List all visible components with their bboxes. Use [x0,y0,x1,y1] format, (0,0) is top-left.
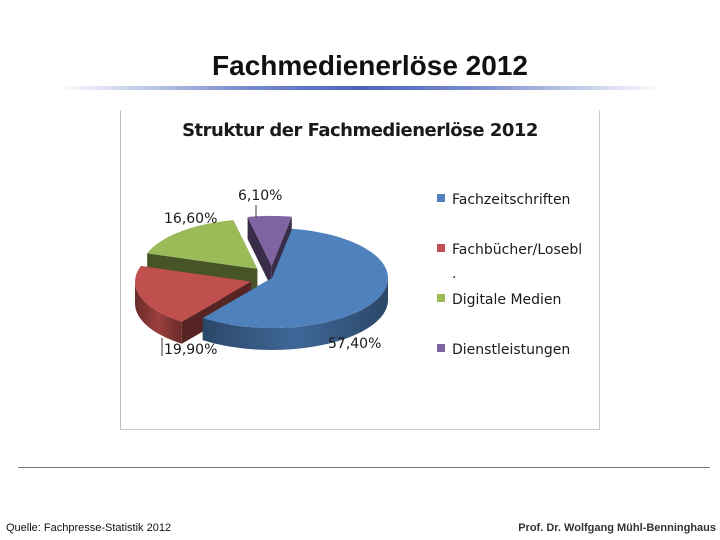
pie-slice-fachb-cher-losebl [135,265,252,322]
legend-item-dienstleistungen: Dienstleistungen [437,342,570,358]
pie-slice-wall [247,216,272,288]
footer-divider [18,467,710,468]
legend-wrap-text: . [452,266,457,282]
slide-title: Fachmedienerlöse 2012 [212,50,528,81]
data-label-digitale-medien: 16,60% [164,211,218,227]
chart-title: Struktur der Fachmedienerlöse 2012 [182,120,538,141]
legend-label: Digitale Medien [452,292,562,308]
author-credit: Prof. Dr. Wolfgang Mühl-Benninghaus [518,522,716,534]
pie-slice-digitale-medien [147,220,258,269]
source-note: Quelle: Fachpresse-Statistik 2012 [6,522,172,534]
legend-item-fachbuecher: Fachbücher/Losebl [437,242,582,258]
legend-swatch [437,194,445,202]
pie-slice-rim [135,281,182,344]
pie-slice-fachzeitschriften [202,228,388,328]
legend-swatch [437,294,445,302]
chart-frame [120,110,600,430]
legend-item-fachzeitschriften: Fachzeitschriften [437,192,570,208]
data-label-fachzeitschriften: 57,40% [328,336,382,352]
legend-item-digitale-medien: Digitale Medien [437,292,561,308]
legend-label: Fachbücher/Losebl [452,242,583,258]
title-rule [58,86,662,90]
legend-label: Fachzeitschriften [452,192,571,208]
legend-swatch [437,344,445,352]
pie-slice-rim [202,278,388,350]
pie-slice-dienstleistungen [247,215,292,266]
data-label-dienstleistungen: 6,10% [238,188,283,204]
legend-swatch [437,244,445,252]
legend-label: Dienstleistungen [452,342,571,358]
data-label-fachbuecher: 19,90% [164,342,218,358]
